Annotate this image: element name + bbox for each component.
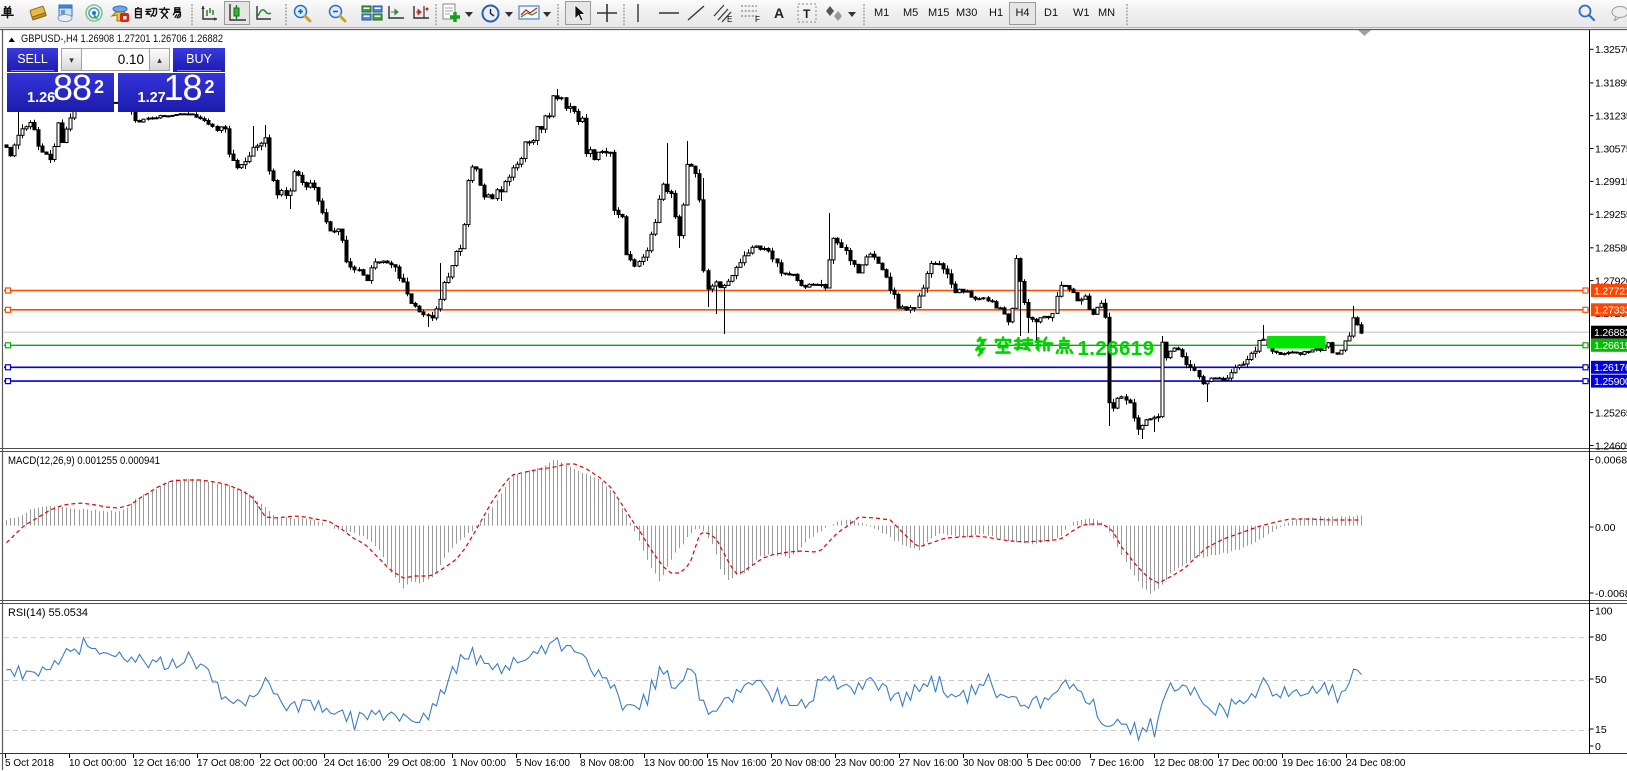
svg-text:27 Nov 16:00: 27 Nov 16:00 xyxy=(899,758,959,769)
svg-text:MACD(12,26,9) 0.001255 0.00094: MACD(12,26,9) 0.001255 0.000941 xyxy=(8,455,160,467)
svg-text:RSI(14) 55.0534: RSI(14) 55.0534 xyxy=(8,607,88,619)
svg-text:1.29255: 1.29255 xyxy=(1595,209,1627,221)
svg-text:0: 0 xyxy=(1595,741,1601,753)
svg-text:80: 80 xyxy=(1595,632,1607,644)
svg-text:0.00: 0.00 xyxy=(1595,522,1616,534)
svg-text:1.26619: 1.26619 xyxy=(1078,337,1155,360)
svg-text:1.24605: 1.24605 xyxy=(1595,440,1627,452)
svg-text:1.25265: 1.25265 xyxy=(1595,408,1627,420)
svg-text:1.26176: 1.26176 xyxy=(1594,362,1627,374)
svg-text:T: T xyxy=(803,7,811,21)
svg-text:19 Dec 16:00: 19 Dec 16:00 xyxy=(1282,758,1342,769)
svg-text:1.29915: 1.29915 xyxy=(1595,176,1627,188)
svg-text:1.27721: 1.27721 xyxy=(1594,285,1627,297)
svg-text:15: 15 xyxy=(1595,724,1607,736)
svg-text:10 Oct 00:00: 10 Oct 00:00 xyxy=(69,758,127,769)
svg-text:50: 50 xyxy=(1595,674,1607,686)
svg-text:23 Nov 00:00: 23 Nov 00:00 xyxy=(835,758,895,769)
svg-text:12 Oct 16:00: 12 Oct 16:00 xyxy=(133,758,191,769)
svg-text:1 Nov 00:00: 1 Nov 00:00 xyxy=(452,758,506,769)
svg-text:1.26619: 1.26619 xyxy=(1594,340,1627,352)
svg-text:17 Dec 00:00: 17 Dec 00:00 xyxy=(1218,758,1278,769)
svg-text:13 Nov 00:00: 13 Nov 00:00 xyxy=(644,758,704,769)
svg-text:1.27333: 1.27333 xyxy=(1594,305,1627,317)
svg-text:24 Oct 16:00: 24 Oct 16:00 xyxy=(324,758,382,769)
svg-text:20 Nov 08:00: 20 Nov 08:00 xyxy=(771,758,831,769)
svg-text:7 Dec 16:00: 7 Dec 16:00 xyxy=(1090,758,1144,769)
svg-text:F: F xyxy=(755,15,760,23)
svg-text:30 Nov 08:00: 30 Nov 08:00 xyxy=(963,758,1023,769)
svg-text:GBPUSD-,H4 1.26908 1.27201 1.: GBPUSD-,H4 1.26908 1.27201 1.26706 1.268… xyxy=(21,33,223,45)
svg-text:17 Oct 08:00: 17 Oct 08:00 xyxy=(197,758,255,769)
svg-text:1.30575: 1.30575 xyxy=(1595,143,1627,155)
svg-text:5 Oct 2018: 5 Oct 2018 xyxy=(5,758,54,769)
svg-text:15 Nov 16:00: 15 Nov 16:00 xyxy=(707,758,767,769)
svg-text:100: 100 xyxy=(1595,605,1613,617)
svg-text:E: E xyxy=(727,15,732,23)
svg-text:-0.00689: -0.00689 xyxy=(1595,588,1627,600)
svg-text:8 Nov 08:00: 8 Nov 08:00 xyxy=(580,758,634,769)
svg-text:1.26882: 1.26882 xyxy=(1594,327,1627,339)
svg-text:1.32570: 1.32570 xyxy=(1595,44,1627,56)
svg-text:29 Oct 08:00: 29 Oct 08:00 xyxy=(388,758,446,769)
svg-text:24 Dec 08:00: 24 Dec 08:00 xyxy=(1346,758,1406,769)
svg-text:22 Oct 00:00: 22 Oct 00:00 xyxy=(260,758,318,769)
svg-text:0.00684: 0.00684 xyxy=(1595,454,1627,466)
svg-text:5 Nov 16:00: 5 Nov 16:00 xyxy=(516,758,570,769)
svg-text:1.31235: 1.31235 xyxy=(1595,111,1627,123)
svg-text:1.25900: 1.25900 xyxy=(1594,376,1627,388)
svg-text:1.28580: 1.28580 xyxy=(1595,243,1627,255)
svg-text:1.31895: 1.31895 xyxy=(1595,78,1627,90)
svg-text:12 Dec 08:00: 12 Dec 08:00 xyxy=(1154,758,1214,769)
svg-text:5 Dec 00:00: 5 Dec 00:00 xyxy=(1027,758,1081,769)
